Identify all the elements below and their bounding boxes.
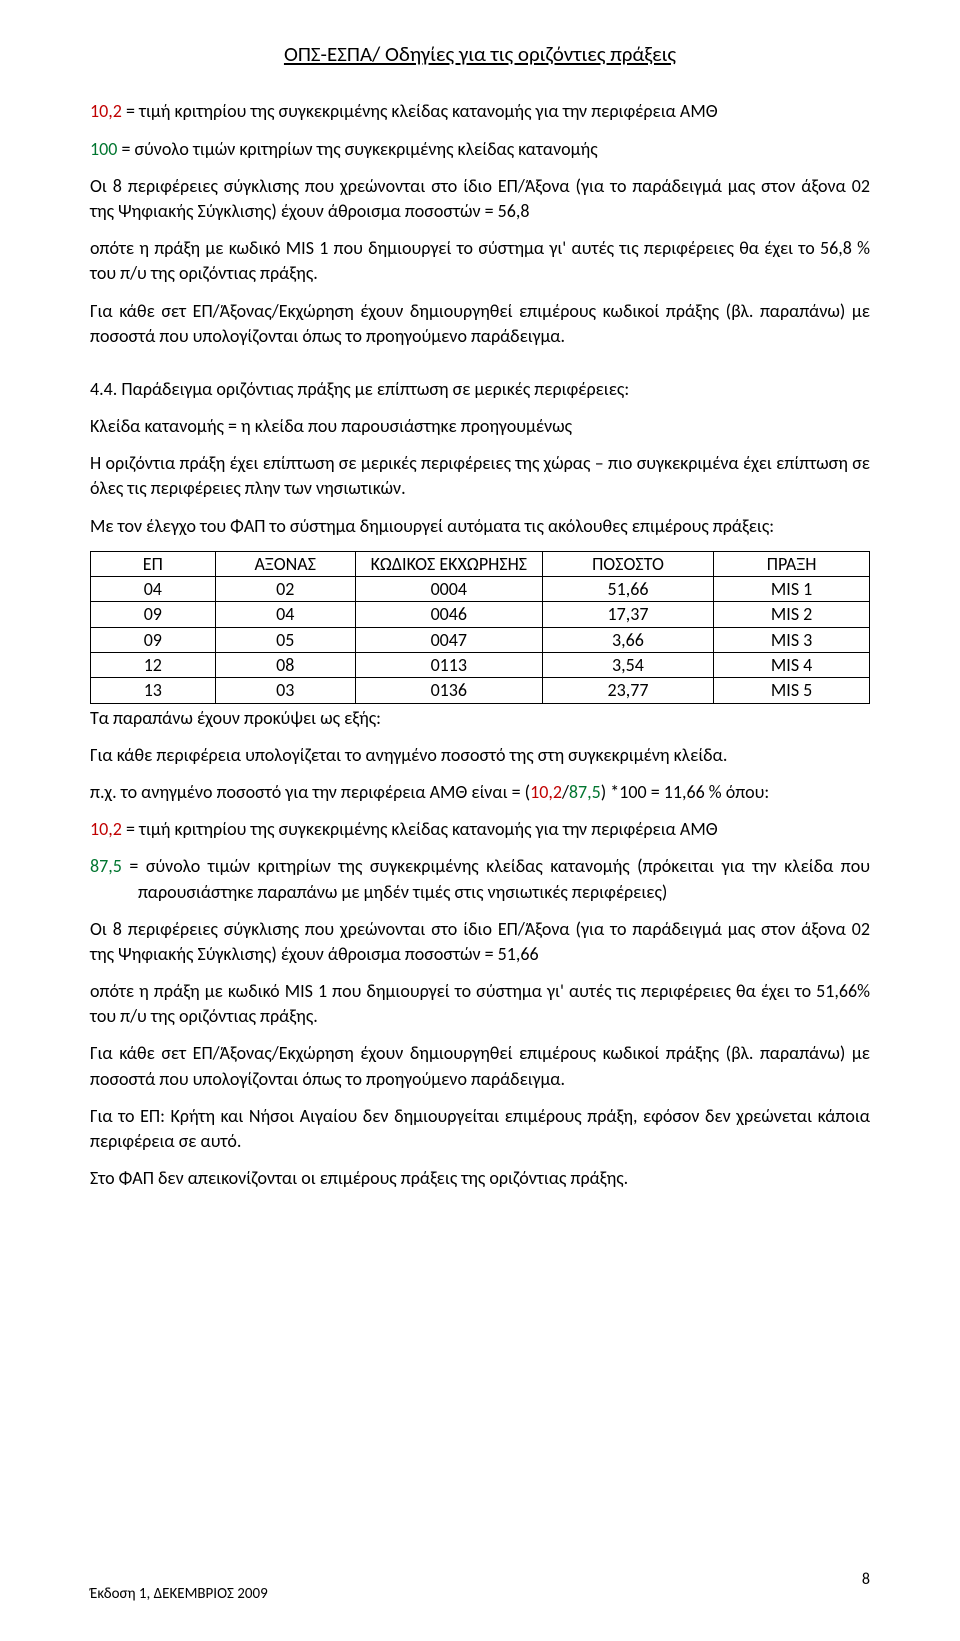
document-page: ΟΠΣ-ΕΣΠΑ/ Οδηγίες για τις οριζόντιες πρά… [0, 0, 960, 1641]
table-cell: 09 [91, 602, 216, 627]
table-cell: 0047 [355, 627, 542, 652]
table-cell: MIS 3 [714, 627, 870, 652]
paragraph: Για κάθε σετ ΕΠ/Άξονας/Εκχώρηση έχουν δη… [90, 299, 870, 349]
paragraph: Στο ΦΑΠ δεν απεικονίζονται οι επιμέρους … [90, 1166, 870, 1191]
table-cell: 3,54 [542, 653, 713, 678]
paragraph: Για κάθε σετ ΕΠ/Άξονας/Εκχώρηση έχουν δη… [90, 1041, 870, 1091]
value-green: 100 [90, 138, 117, 160]
page-footer: Έκδοση 1, ΔΕΚΕΜΒΡΙΟΣ 2009 8 [90, 1584, 870, 1605]
text: π.χ. το ανηγμένο ποσοστό για την περιφέρ… [90, 781, 530, 803]
paragraph: 10,2 = τιμή κριτηρίου της συγκεκριμένης … [90, 817, 870, 842]
text: / [562, 781, 569, 803]
table-cell: MIS 2 [714, 602, 870, 627]
text: = τιμή κριτηρίου της συγκεκριμένης κλείδ… [122, 818, 718, 840]
paragraph: 87,5 = σύνολο τιμών κριτηρίων της συγκεκ… [90, 854, 870, 904]
value-red: 10,2 [90, 100, 122, 122]
table-header-cell: ΚΩΔΙΚΟΣ ΕΚΧΩΡΗΣΗΣ [355, 551, 542, 576]
table-cell: 0004 [355, 577, 542, 602]
table-cell: 0046 [355, 602, 542, 627]
table-header-cell: ΠΡΑΞΗ [714, 551, 870, 576]
table-cell: 51,66 [542, 577, 713, 602]
value-green: 87,5 [90, 855, 122, 877]
table-body: 0402000451,66MIS 10904004617,37MIS 20905… [91, 577, 870, 703]
table-row: 120801133,54MIS 4 [91, 653, 870, 678]
table-cell: 04 [215, 602, 355, 627]
table-cell: 03 [215, 678, 355, 703]
paragraph: Οι 8 περιφέρειες σύγκλισης που χρεώνοντα… [90, 917, 870, 967]
table-cell: 17,37 [542, 602, 713, 627]
table-header-cell: ΠΟΣΟΣΤΟ [542, 551, 713, 576]
table-header-cell: ΑΞΟΝΑΣ [215, 551, 355, 576]
paragraph: Κλείδα κατανομής = η κλείδα που παρουσιά… [90, 414, 870, 439]
paragraph: Για κάθε περιφέρεια υπολογίζεται το ανηγ… [90, 743, 870, 768]
value-green: 87,5 [569, 781, 601, 803]
table-header-row: ΕΠ ΑΞΟΝΑΣ ΚΩΔΙΚΟΣ ΕΚΧΩΡΗΣΗΣ ΠΟΣΟΣΤΟ ΠΡΑΞ… [91, 551, 870, 576]
text: = σύνολο τιμών κριτηρίων της συγκεκριμέν… [122, 855, 870, 902]
table-cell: MIS 4 [714, 653, 870, 678]
table-cell: 05 [215, 627, 355, 652]
text: = τιμή κριτηρίου της συγκεκριμένης κλείδ… [122, 100, 718, 122]
table-cell: 13 [91, 678, 216, 703]
paragraph: 10,2 = τιμή κριτηρίου της συγκεκριμένης … [90, 99, 870, 124]
footer-text: Έκδοση 1, ΔΕΚΕΜΒΡΙΟΣ 2009 [90, 1585, 268, 1603]
table-cell: MIS 5 [714, 678, 870, 703]
paragraph: οπότε η πράξη με κωδικό MIS 1 που δημιου… [90, 236, 870, 286]
text: = σύνολο τιμών κριτηρίων της συγκεκριμέν… [117, 138, 597, 160]
table-cell: 0136 [355, 678, 542, 703]
paragraph: Με τον έλεγχο του ΦΑΠ το σύστημα δημιουρ… [90, 514, 870, 539]
table-cell: 3,66 [542, 627, 713, 652]
table-cell: 23,77 [542, 678, 713, 703]
text: ) *100 = 11,66 % όπου: [601, 781, 769, 803]
paragraph: Για το ΕΠ: Κρήτη και Νήσοι Αιγαίου δεν δ… [90, 1104, 870, 1154]
table-cell: 0113 [355, 653, 542, 678]
paragraph: Τα παραπάνω έχουν προκύψει ως εξής: [90, 706, 870, 731]
table-cell: 12 [91, 653, 216, 678]
paragraph: π.χ. το ανηγμένο ποσοστό για την περιφέρ… [90, 780, 870, 805]
table-cell: MIS 1 [714, 577, 870, 602]
table-cell: 02 [215, 577, 355, 602]
table-cell: 04 [91, 577, 216, 602]
data-table: ΕΠ ΑΞΟΝΑΣ ΚΩΔΙΚΟΣ ΕΚΧΩΡΗΣΗΣ ΠΟΣΟΣΤΟ ΠΡΑΞ… [90, 551, 870, 704]
table-header-cell: ΕΠ [91, 551, 216, 576]
section-title: 4.4. Παράδειγμα οριζόντιας πράξης με επί… [90, 377, 870, 402]
paragraph: Η οριζόντια πράξη έχει επίπτωση σε μερικ… [90, 451, 870, 501]
table-row: 090500473,66MIS 3 [91, 627, 870, 652]
paragraph: Οι 8 περιφέρειες σύγκλισης που χρεώνοντα… [90, 174, 870, 224]
page-number: 8 [862, 1569, 870, 1591]
table-cell: 09 [91, 627, 216, 652]
paragraph: 100 = σύνολο τιμών κριτηρίων της συγκεκρ… [90, 137, 870, 162]
table-row: 0402000451,66MIS 1 [91, 577, 870, 602]
paragraph: οπότε η πράξη με κωδικό MIS 1 που δημιου… [90, 979, 870, 1029]
table-cell: 08 [215, 653, 355, 678]
table-row: 1303013623,77MIS 5 [91, 678, 870, 703]
value-red: 10,2 [530, 781, 562, 803]
value-red: 10,2 [90, 818, 122, 840]
table-row: 0904004617,37MIS 2 [91, 602, 870, 627]
page-header: ΟΠΣ-ΕΣΠΑ/ Οδηγίες για τις οριζόντιες πρά… [90, 40, 870, 69]
